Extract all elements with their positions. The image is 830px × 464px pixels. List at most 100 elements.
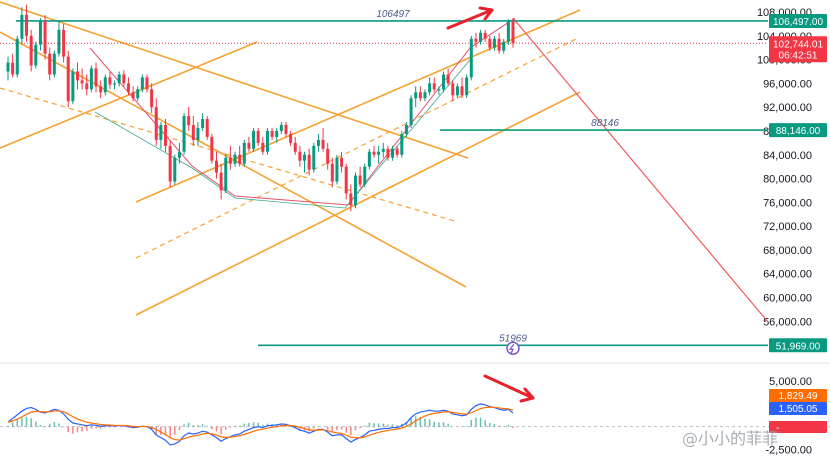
- candle-body: [233, 154, 237, 164]
- candle-body: [214, 160, 218, 173]
- candle-body: [140, 77, 144, 90]
- candle-body: [219, 172, 223, 191]
- price-level-tag: [769, 338, 827, 353]
- candle-body: [252, 130, 256, 149]
- macd-value-text: 1,505.05: [779, 404, 818, 415]
- candle-body: [451, 83, 455, 96]
- candle-body: [20, 14, 24, 39]
- candle-body: [465, 77, 469, 96]
- price-level-label: 88146: [591, 118, 619, 129]
- candle-body: [210, 136, 214, 161]
- macd-line: [7, 403, 514, 446]
- candle-body: [182, 116, 186, 152]
- candle-body: [38, 20, 42, 45]
- candle-body: [145, 77, 149, 90]
- candle-body: [326, 148, 330, 164]
- candle-body: [66, 56, 70, 102]
- candle-body: [205, 119, 209, 137]
- candle-body: [265, 130, 269, 152]
- candle-body: [94, 68, 98, 87]
- candle-body: [395, 148, 399, 155]
- event-marker: [506, 341, 520, 356]
- price-level-tag-text: 51,969.00: [776, 341, 821, 352]
- price-level-tag: [769, 13, 827, 28]
- candle-body: [80, 80, 84, 84]
- macd-arrow: [483, 374, 535, 403]
- candle-body: [113, 83, 117, 85]
- candle-body: [367, 151, 371, 167]
- candle-body: [108, 77, 112, 85]
- candle-body: [442, 74, 446, 90]
- macd-axis-tick: -2,500.00: [766, 444, 812, 456]
- candle-body: [256, 130, 260, 143]
- candle-body: [335, 157, 339, 182]
- candle-body: [474, 38, 478, 42]
- candle-body: [492, 38, 496, 48]
- candle-body: [483, 32, 487, 39]
- candle-countdown: 06:42:51: [779, 50, 818, 61]
- candle-body: [75, 71, 79, 81]
- candle-body: [400, 133, 404, 155]
- candle-body: [25, 14, 29, 36]
- candle-body: [377, 151, 381, 155]
- price-level-tag-text: 106,497.00: [773, 17, 823, 28]
- price-level-tag-text: 88,146.00: [776, 126, 821, 137]
- support-line: [94, 59, 471, 209]
- candle-body: [164, 125, 168, 146]
- candle-body: [71, 71, 75, 102]
- candle-body: [372, 151, 376, 155]
- candle-body: [511, 20, 515, 44]
- candle-body: [159, 125, 163, 140]
- candle-body: [321, 139, 325, 149]
- candle-body: [103, 77, 107, 93]
- candle-body: [488, 38, 492, 48]
- candle-body: [34, 44, 38, 66]
- candle-body: [57, 29, 61, 54]
- candle-body: [330, 163, 334, 182]
- candle-body: [177, 151, 181, 158]
- candle-body: [99, 86, 103, 93]
- candle-body: [196, 127, 200, 140]
- channel-midline: [135, 37, 579, 259]
- candle-body: [261, 142, 265, 152]
- histogram-value-tag: [769, 421, 827, 433]
- watermark: @小小的菲菲: [682, 429, 778, 448]
- price-axis-tick: 96,000.00: [763, 78, 812, 90]
- candle-body: [307, 154, 311, 170]
- macd-value-tag: [769, 402, 827, 415]
- candle-body: [418, 92, 422, 99]
- price-level-label: 106497: [376, 9, 410, 20]
- candle-body: [404, 125, 408, 134]
- candle-body: [150, 89, 154, 108]
- candle-body: [15, 38, 19, 75]
- candle-body: [460, 86, 464, 96]
- candle-body: [131, 92, 135, 99]
- candle-body: [6, 62, 10, 72]
- candle-body: [409, 98, 413, 126]
- candle-body: [312, 145, 316, 170]
- candle-body: [247, 142, 251, 149]
- price-axis-tick: 80,000.00: [763, 174, 812, 186]
- price-level-tag: [769, 123, 827, 138]
- candle-body: [191, 125, 195, 140]
- candle-body: [122, 74, 126, 84]
- candle-body: [52, 53, 56, 75]
- candle-body: [353, 175, 357, 206]
- projection-line: [512, 17, 769, 323]
- candle-body: [363, 166, 367, 185]
- candle-body: [358, 175, 362, 185]
- candle-body: [201, 119, 205, 128]
- candle-body: [391, 148, 395, 158]
- price-axis-tick: 56,000.00: [763, 316, 812, 328]
- lightning-icon: [508, 343, 515, 354]
- candle-body: [238, 154, 242, 164]
- price-axis-tick: 68,000.00: [763, 245, 812, 257]
- candle-body: [279, 125, 283, 131]
- candle-body: [414, 92, 418, 99]
- signal-value-tag: [769, 389, 827, 402]
- trend-arrow: [446, 6, 494, 30]
- candle-body: [423, 92, 427, 99]
